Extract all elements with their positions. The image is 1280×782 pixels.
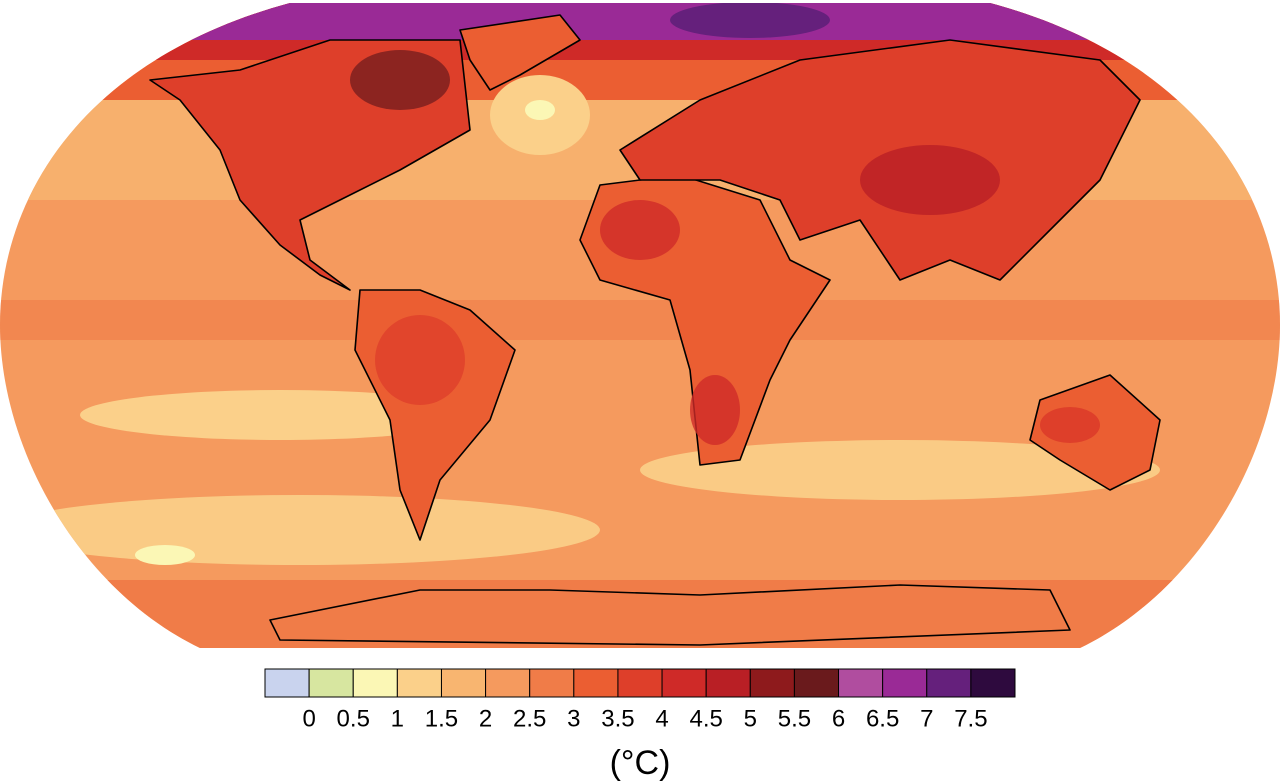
colorbar-tick-label: 6.5 bbox=[866, 705, 899, 732]
colorbar-swatch bbox=[793, 668, 840, 698]
colorbar-tick-label: 7 bbox=[920, 705, 933, 732]
colorbar-swatch bbox=[838, 668, 884, 698]
map bbox=[0, 3, 1280, 648]
colorbar-swatch bbox=[573, 668, 619, 698]
colorbar-swatch bbox=[926, 668, 972, 698]
colorbar-swatch bbox=[970, 668, 1016, 698]
colorbar-tick-label: 3 bbox=[567, 705, 580, 732]
colorbar-swatch bbox=[749, 668, 795, 698]
colorbar-tick-label: 0.5 bbox=[337, 705, 370, 732]
colorbar-swatch bbox=[882, 668, 928, 698]
colorbar-tick-label: 4 bbox=[655, 705, 668, 732]
colorbar-tick-label: 2.5 bbox=[513, 705, 546, 732]
colorbar-swatch bbox=[264, 668, 310, 698]
colorbar: 0 0.5 1 1.5 2 2.5 3 3.5 4 4.5 5 5.5 6 6.5 7 7.5 bbox=[264, 668, 1016, 732]
colorbar-swatch bbox=[661, 668, 707, 698]
colorbar-swatch bbox=[352, 668, 398, 698]
colorbar-swatch bbox=[308, 668, 354, 698]
colorbar-swatch bbox=[440, 668, 487, 698]
colorbar-tick-label: 6 bbox=[832, 705, 845, 732]
colorbar-tick-label: 1.5 bbox=[425, 705, 458, 732]
colorbar-tick-label: 5 bbox=[744, 705, 757, 732]
colorbar-tick-label: 1 bbox=[391, 705, 404, 732]
colorbar-tick-label: 7.5 bbox=[954, 705, 987, 732]
colorbar-swatch bbox=[529, 668, 575, 698]
colorbar-tick-label: 5.5 bbox=[778, 705, 811, 732]
colorbar-swatch bbox=[705, 668, 751, 698]
colorbar-unit: (°C) bbox=[610, 744, 671, 782]
colorbar-swatch bbox=[617, 668, 663, 698]
colorbar-swatch bbox=[485, 668, 531, 698]
colorbar-tick-label: 2 bbox=[479, 705, 492, 732]
colorbar-swatch bbox=[396, 668, 442, 698]
colorbar-tick-label: 0 bbox=[302, 705, 315, 732]
colorbar-tick-label: 3.5 bbox=[601, 705, 634, 732]
colorbar-tick-label: 4.5 bbox=[689, 705, 722, 732]
